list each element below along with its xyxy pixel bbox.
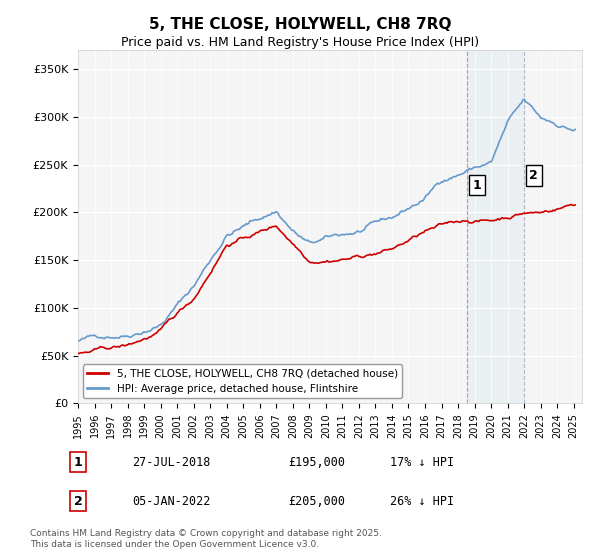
Text: 26% ↓ HPI: 26% ↓ HPI: [390, 494, 454, 508]
Text: 27-JUL-2018: 27-JUL-2018: [132, 455, 211, 469]
Text: 1: 1: [472, 179, 481, 192]
Text: £205,000: £205,000: [288, 494, 345, 508]
Text: £195,000: £195,000: [288, 455, 345, 469]
Text: 5, THE CLOSE, HOLYWELL, CH8 7RQ: 5, THE CLOSE, HOLYWELL, CH8 7RQ: [149, 17, 451, 32]
Text: Price paid vs. HM Land Registry's House Price Index (HPI): Price paid vs. HM Land Registry's House …: [121, 36, 479, 49]
Legend: 5, THE CLOSE, HOLYWELL, CH8 7RQ (detached house), HPI: Average price, detached h: 5, THE CLOSE, HOLYWELL, CH8 7RQ (detache…: [83, 365, 402, 398]
Text: 1: 1: [74, 455, 82, 469]
Text: 2: 2: [529, 169, 538, 182]
Text: Contains HM Land Registry data © Crown copyright and database right 2025.
This d: Contains HM Land Registry data © Crown c…: [30, 529, 382, 549]
Text: 2: 2: [74, 494, 82, 508]
Text: 17% ↓ HPI: 17% ↓ HPI: [390, 455, 454, 469]
Text: 05-JAN-2022: 05-JAN-2022: [132, 494, 211, 508]
Bar: [467, 50, 524, 403]
